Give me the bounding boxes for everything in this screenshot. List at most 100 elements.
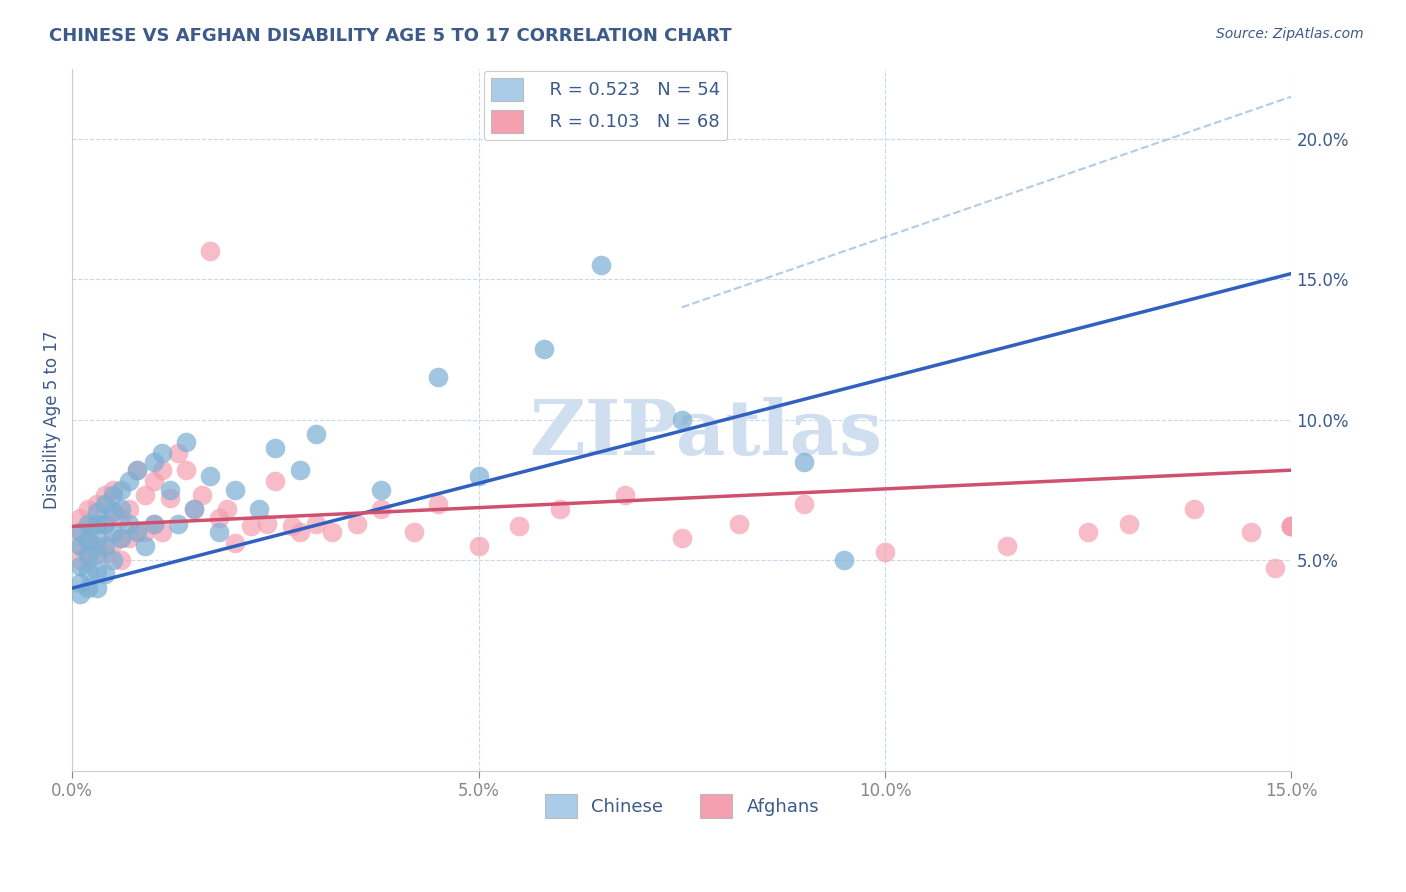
Point bbox=[127, 524, 149, 539]
Point bbox=[86, 497, 108, 511]
Point bbox=[69, 558, 91, 573]
Point bbox=[508, 519, 530, 533]
Point bbox=[247, 502, 270, 516]
Point bbox=[101, 488, 124, 502]
Point bbox=[69, 524, 91, 539]
Point bbox=[995, 539, 1018, 553]
Point bbox=[191, 488, 214, 502]
Point bbox=[834, 553, 856, 567]
Point bbox=[86, 516, 108, 531]
Point bbox=[589, 258, 612, 272]
Point bbox=[174, 463, 197, 477]
Point bbox=[86, 505, 108, 519]
Point bbox=[101, 524, 124, 539]
Point bbox=[118, 475, 141, 489]
Point bbox=[224, 483, 246, 497]
Point bbox=[793, 455, 815, 469]
Point bbox=[167, 516, 190, 531]
Point bbox=[127, 463, 149, 477]
Point bbox=[1118, 516, 1140, 531]
Point bbox=[264, 475, 287, 489]
Point bbox=[533, 343, 555, 357]
Point bbox=[69, 524, 91, 539]
Point bbox=[370, 483, 392, 497]
Point bbox=[77, 519, 100, 533]
Point bbox=[200, 244, 222, 258]
Point bbox=[427, 497, 450, 511]
Point bbox=[305, 516, 328, 531]
Point bbox=[427, 370, 450, 384]
Point bbox=[1240, 524, 1263, 539]
Point bbox=[207, 524, 229, 539]
Point bbox=[671, 531, 693, 545]
Point bbox=[1264, 561, 1286, 575]
Point bbox=[101, 505, 124, 519]
Point bbox=[150, 524, 173, 539]
Point bbox=[93, 516, 115, 531]
Point bbox=[93, 516, 115, 531]
Point bbox=[793, 497, 815, 511]
Point bbox=[224, 536, 246, 550]
Text: CHINESE VS AFGHAN DISABILITY AGE 5 TO 17 CORRELATION CHART: CHINESE VS AFGHAN DISABILITY AGE 5 TO 17… bbox=[49, 27, 733, 45]
Point bbox=[1182, 502, 1205, 516]
Point bbox=[207, 511, 229, 525]
Point bbox=[142, 455, 165, 469]
Point bbox=[150, 446, 173, 460]
Point bbox=[69, 587, 91, 601]
Point bbox=[101, 483, 124, 497]
Point bbox=[1077, 524, 1099, 539]
Point bbox=[321, 524, 343, 539]
Point bbox=[1281, 519, 1303, 533]
Y-axis label: Disability Age 5 to 17: Disability Age 5 to 17 bbox=[44, 330, 60, 508]
Point bbox=[1281, 519, 1303, 533]
Point bbox=[110, 531, 132, 545]
Point bbox=[86, 531, 108, 545]
Point bbox=[93, 539, 115, 553]
Point bbox=[110, 511, 132, 525]
Point bbox=[77, 502, 100, 516]
Point bbox=[256, 516, 278, 531]
Point bbox=[288, 524, 311, 539]
Point bbox=[127, 524, 149, 539]
Point bbox=[1281, 519, 1303, 533]
Legend: Chinese, Afghans: Chinese, Afghans bbox=[537, 788, 827, 825]
Point bbox=[118, 516, 141, 531]
Point bbox=[671, 412, 693, 426]
Point bbox=[134, 488, 156, 502]
Point bbox=[77, 548, 100, 562]
Point bbox=[370, 502, 392, 516]
Point bbox=[159, 483, 181, 497]
Point bbox=[86, 548, 108, 562]
Point bbox=[127, 463, 149, 477]
Point bbox=[69, 575, 91, 590]
Point bbox=[93, 488, 115, 502]
Point bbox=[69, 539, 91, 553]
Point bbox=[150, 463, 173, 477]
Point bbox=[167, 446, 190, 460]
Point bbox=[86, 564, 108, 578]
Point bbox=[142, 516, 165, 531]
Point bbox=[134, 524, 156, 539]
Point bbox=[134, 539, 156, 553]
Point bbox=[101, 553, 124, 567]
Point bbox=[613, 488, 636, 502]
Point bbox=[69, 553, 91, 567]
Point bbox=[142, 475, 165, 489]
Point bbox=[200, 468, 222, 483]
Point bbox=[142, 516, 165, 531]
Point bbox=[174, 435, 197, 450]
Point bbox=[346, 516, 368, 531]
Point bbox=[77, 533, 100, 548]
Point bbox=[467, 468, 489, 483]
Point bbox=[118, 531, 141, 545]
Point bbox=[1281, 519, 1303, 533]
Text: ZIPatlas: ZIPatlas bbox=[530, 397, 883, 471]
Point bbox=[77, 516, 100, 531]
Point bbox=[110, 553, 132, 567]
Point bbox=[183, 502, 205, 516]
Point bbox=[264, 441, 287, 455]
Point bbox=[93, 548, 115, 562]
Point bbox=[305, 426, 328, 441]
Point bbox=[110, 531, 132, 545]
Point bbox=[402, 524, 425, 539]
